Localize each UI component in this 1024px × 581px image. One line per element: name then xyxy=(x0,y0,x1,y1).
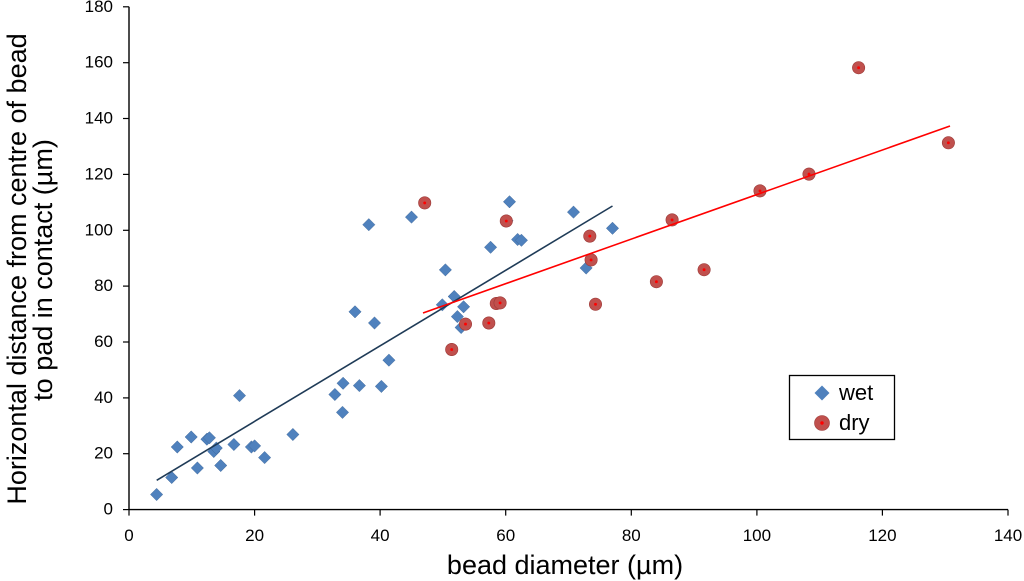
svg-text:100: 100 xyxy=(743,526,771,545)
svg-text:160: 160 xyxy=(85,53,113,72)
svg-text:140: 140 xyxy=(994,526,1022,545)
svg-text:60: 60 xyxy=(94,332,113,351)
svg-text:0: 0 xyxy=(104,500,113,519)
svg-text:20: 20 xyxy=(94,444,113,463)
svg-text:dry: dry xyxy=(839,410,870,435)
svg-text:120: 120 xyxy=(868,526,896,545)
svg-text:80: 80 xyxy=(622,526,641,545)
svg-text:60: 60 xyxy=(496,526,515,545)
svg-text:140: 140 xyxy=(85,109,113,128)
svg-text:0: 0 xyxy=(124,526,133,545)
svg-text:100: 100 xyxy=(85,220,113,239)
svg-text:180: 180 xyxy=(85,0,113,16)
svg-text:20: 20 xyxy=(245,526,264,545)
svg-text:80: 80 xyxy=(94,276,113,295)
svg-text:40: 40 xyxy=(371,526,390,545)
svg-text:40: 40 xyxy=(94,388,113,407)
svg-text:to pad in contact (µm): to pad in contact (µm) xyxy=(28,139,58,401)
svg-text:120: 120 xyxy=(85,164,113,183)
svg-text:wet: wet xyxy=(838,380,873,405)
svg-text:bead diameter (µm): bead diameter (µm) xyxy=(447,550,683,580)
